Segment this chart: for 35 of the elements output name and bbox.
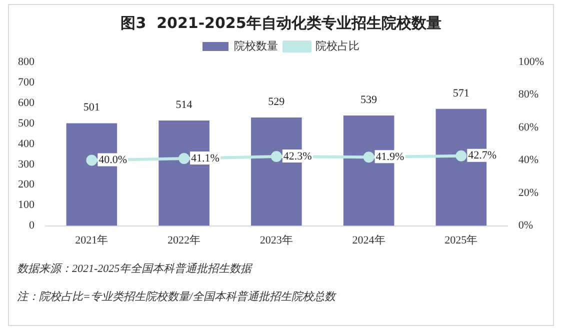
data-label: 571 <box>452 87 470 100</box>
x-tick-label: 2024年 <box>352 234 386 246</box>
source-note: 数据来源：2021-2025年全国本科普通批招生数据 <box>17 262 254 276</box>
data-label: 539 <box>360 94 378 106</box>
y-tick-label: 800 <box>18 56 35 68</box>
data-label: 41.9% <box>376 151 404 164</box>
y-tick-label: 200 <box>18 178 35 191</box>
y2-tick-label: 60% <box>518 121 539 134</box>
y2-tick-label: 40% <box>518 154 539 166</box>
x-tick-label: 2022年 <box>168 234 201 246</box>
y-tick-label: 100 <box>18 199 35 212</box>
y2-tick-label: 20% <box>518 186 539 199</box>
y2-tick-label: 80% <box>518 88 539 101</box>
x-tick-label: 2023年 <box>260 234 293 246</box>
data-label: 501 <box>83 102 100 114</box>
chart-title: 图3 2021-2025年自动化类专业招生院校数量 <box>120 14 442 32</box>
y-tick-label: 500 <box>18 117 35 130</box>
y2-tick-label: 0% <box>518 220 534 232</box>
data-label: 514 <box>176 98 193 111</box>
y-tick-label: 600 <box>18 96 35 109</box>
text: 注：院校占比=专业类招生院校数量/全国本科普通批招生院校总数 <box>17 290 336 304</box>
x-tick-label: 2021年 <box>75 234 108 246</box>
x-tick-label: 2025年 <box>444 234 478 246</box>
y2-tick-label: 100% <box>518 56 544 68</box>
y-tick-label: 700 <box>18 76 35 88</box>
y-tick-label: 400 <box>18 138 35 150</box>
y-tick-label: 300 <box>18 158 35 170</box>
legend-label: 院校数量 <box>234 39 278 52</box>
data-label: 42.3% <box>283 150 312 162</box>
data-label: 529 <box>268 96 286 108</box>
data-label: 42.7% <box>468 150 497 162</box>
data-label: 40.0% <box>98 154 128 166</box>
y-tick-label: 0 <box>29 220 35 232</box>
legend-label: 院校占比 <box>316 39 360 52</box>
data-label: 41.1% <box>191 152 220 164</box>
